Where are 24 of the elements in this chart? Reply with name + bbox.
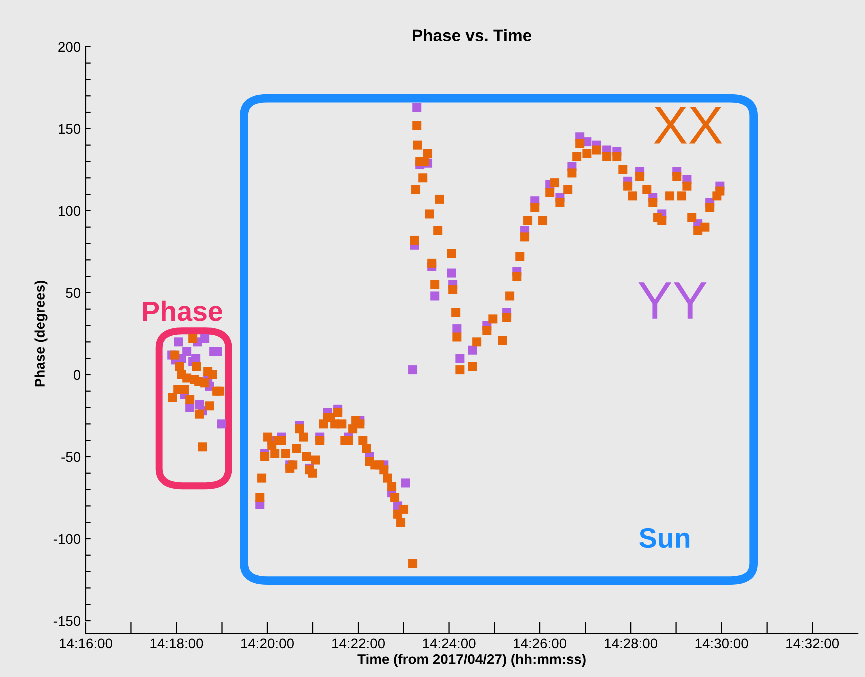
y-tick-label: 0 [74,370,81,380]
y-tick-label: 150 [59,124,81,134]
x-tick-label: 14:18:00 [150,638,204,649]
y-tick-label: -100 [54,534,81,544]
y-tick-label: -150 [54,616,81,626]
annotation: Sun [640,528,690,548]
y-tick-label: 200 [58,42,81,52]
x-tick-label: 14:30:00 [696,638,748,649]
series-label: YY [638,282,707,319]
x-tick-label: 14:32:00 [786,638,840,649]
annotation: Phase [143,300,222,322]
x-tick-label: 14:26:00 [514,638,567,649]
y-tick-label: -50 [62,452,81,462]
chart-title: Phase vs. Time [413,29,532,42]
x-tick-label: 14:22:00 [332,638,386,649]
x-axis-title: Time (from 2017/04/27) (hh:mm:ss) [358,654,586,668]
x-tick-label: 14:16:00 [60,638,112,649]
x-tick-label: 14:24:00 [423,638,476,649]
series-label: XX [654,108,722,144]
y-tick-label: 50 [66,288,81,298]
x-tick-label: 14:28:00 [605,638,658,649]
x-tick-label: 14:20:00 [242,638,294,649]
y-tick-label: 100 [59,206,81,216]
y-axis-title: Phase (degrees) [34,281,48,387]
